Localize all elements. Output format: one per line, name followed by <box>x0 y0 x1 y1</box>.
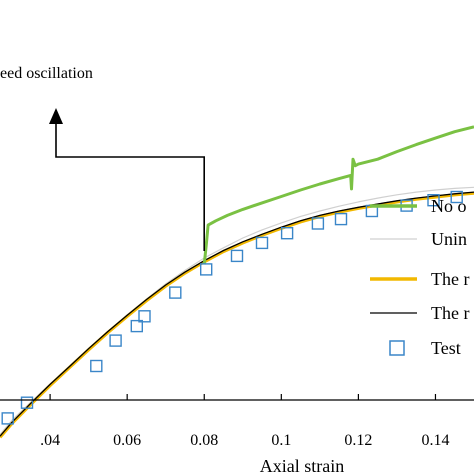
legend-label: The r <box>431 269 469 289</box>
test-point <box>311 217 325 230</box>
test-point <box>138 310 151 323</box>
test-point <box>199 263 213 276</box>
test-point <box>427 193 440 207</box>
test-point <box>20 396 34 409</box>
x-axis-title: Axial strain <box>260 456 344 474</box>
x-tick-label: .04 <box>40 432 60 449</box>
test-point <box>169 286 182 299</box>
annotation-text: eed oscillation <box>0 65 93 82</box>
series-layer <box>0 125 474 439</box>
test-point <box>230 249 244 263</box>
x-tick-label: 0.12 <box>344 432 372 449</box>
series-line-2 <box>0 191 474 439</box>
legend: No o Unin The r The r Test <box>370 196 469 358</box>
series-line-0 <box>202 125 474 265</box>
x-tick-label: 0.14 <box>421 432 449 449</box>
test-point <box>90 359 103 373</box>
test-point <box>1 412 14 425</box>
annotation: eed oscillation <box>0 65 205 251</box>
test-point <box>109 334 122 347</box>
test-point <box>255 236 269 250</box>
annotation-arrow-line <box>55 122 205 251</box>
test-point <box>450 190 463 204</box>
test-point <box>334 212 348 226</box>
legend-swatch-test <box>389 340 405 356</box>
test-point <box>280 226 294 240</box>
test-point <box>130 319 144 333</box>
series-line-1 <box>0 186 474 435</box>
annotation-arrowhead <box>49 108 63 124</box>
legend-label: Unin <box>431 229 467 249</box>
x-axis: .04 0.06 0.08 0.1 0.12 0.14 <box>0 394 474 449</box>
x-tick-label: 0.08 <box>190 432 218 449</box>
x-tick-label: 0.06 <box>113 432 141 449</box>
x-tick-label: 0.1 <box>271 432 291 449</box>
legend-label: The r <box>431 303 469 323</box>
series-line-3 <box>0 191 474 437</box>
legend-label: Test <box>431 338 461 358</box>
legend-label: No o <box>431 196 467 216</box>
